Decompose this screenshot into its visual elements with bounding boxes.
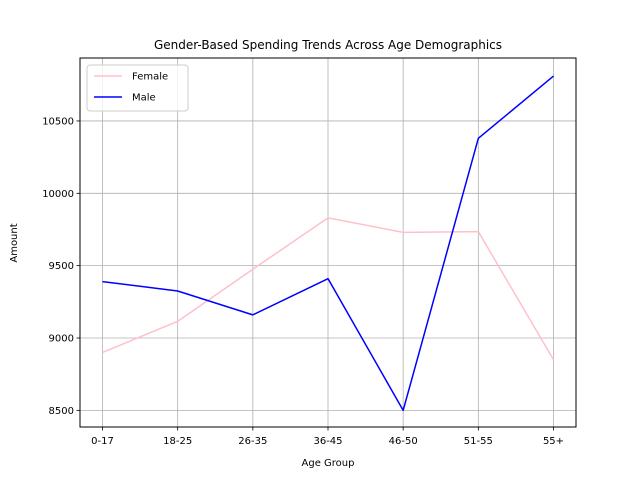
y-tick-label: 9000 [49,334,74,345]
series-line-female [102,217,555,361]
x-tick-label: 36-45 [313,436,342,447]
x-tick-label: 55+ [543,436,564,447]
x-tick-label: 18-25 [163,436,192,447]
series-line-male [102,75,554,412]
grid [80,58,576,427]
legend-label: Female [132,72,168,83]
legend: Female Male [86,64,189,112]
x-tick-label: 26-35 [238,436,267,447]
x-tick-label: 51-55 [464,436,493,447]
y-axis: 8500 9000 9500 10000 10500 [42,116,80,417]
y-tick-label: 8500 [49,406,74,417]
chart-title: Gender-Based Spending Trends Across Age … [154,38,502,52]
series-layer [102,75,555,412]
legend-label: Male [132,93,156,104]
x-axis-label: Age Group [302,458,355,469]
y-axis-label: Amount [9,223,20,262]
x-tick-label: 0-17 [91,436,114,447]
x-axis: 0-17 18-25 26-35 36-45 46-50 51-55 55+ [91,427,564,447]
x-tick-label: 46-50 [389,436,418,447]
y-tick-label: 10500 [42,116,74,127]
y-tick-label: 10000 [42,189,74,200]
y-tick-label: 9500 [49,261,74,272]
